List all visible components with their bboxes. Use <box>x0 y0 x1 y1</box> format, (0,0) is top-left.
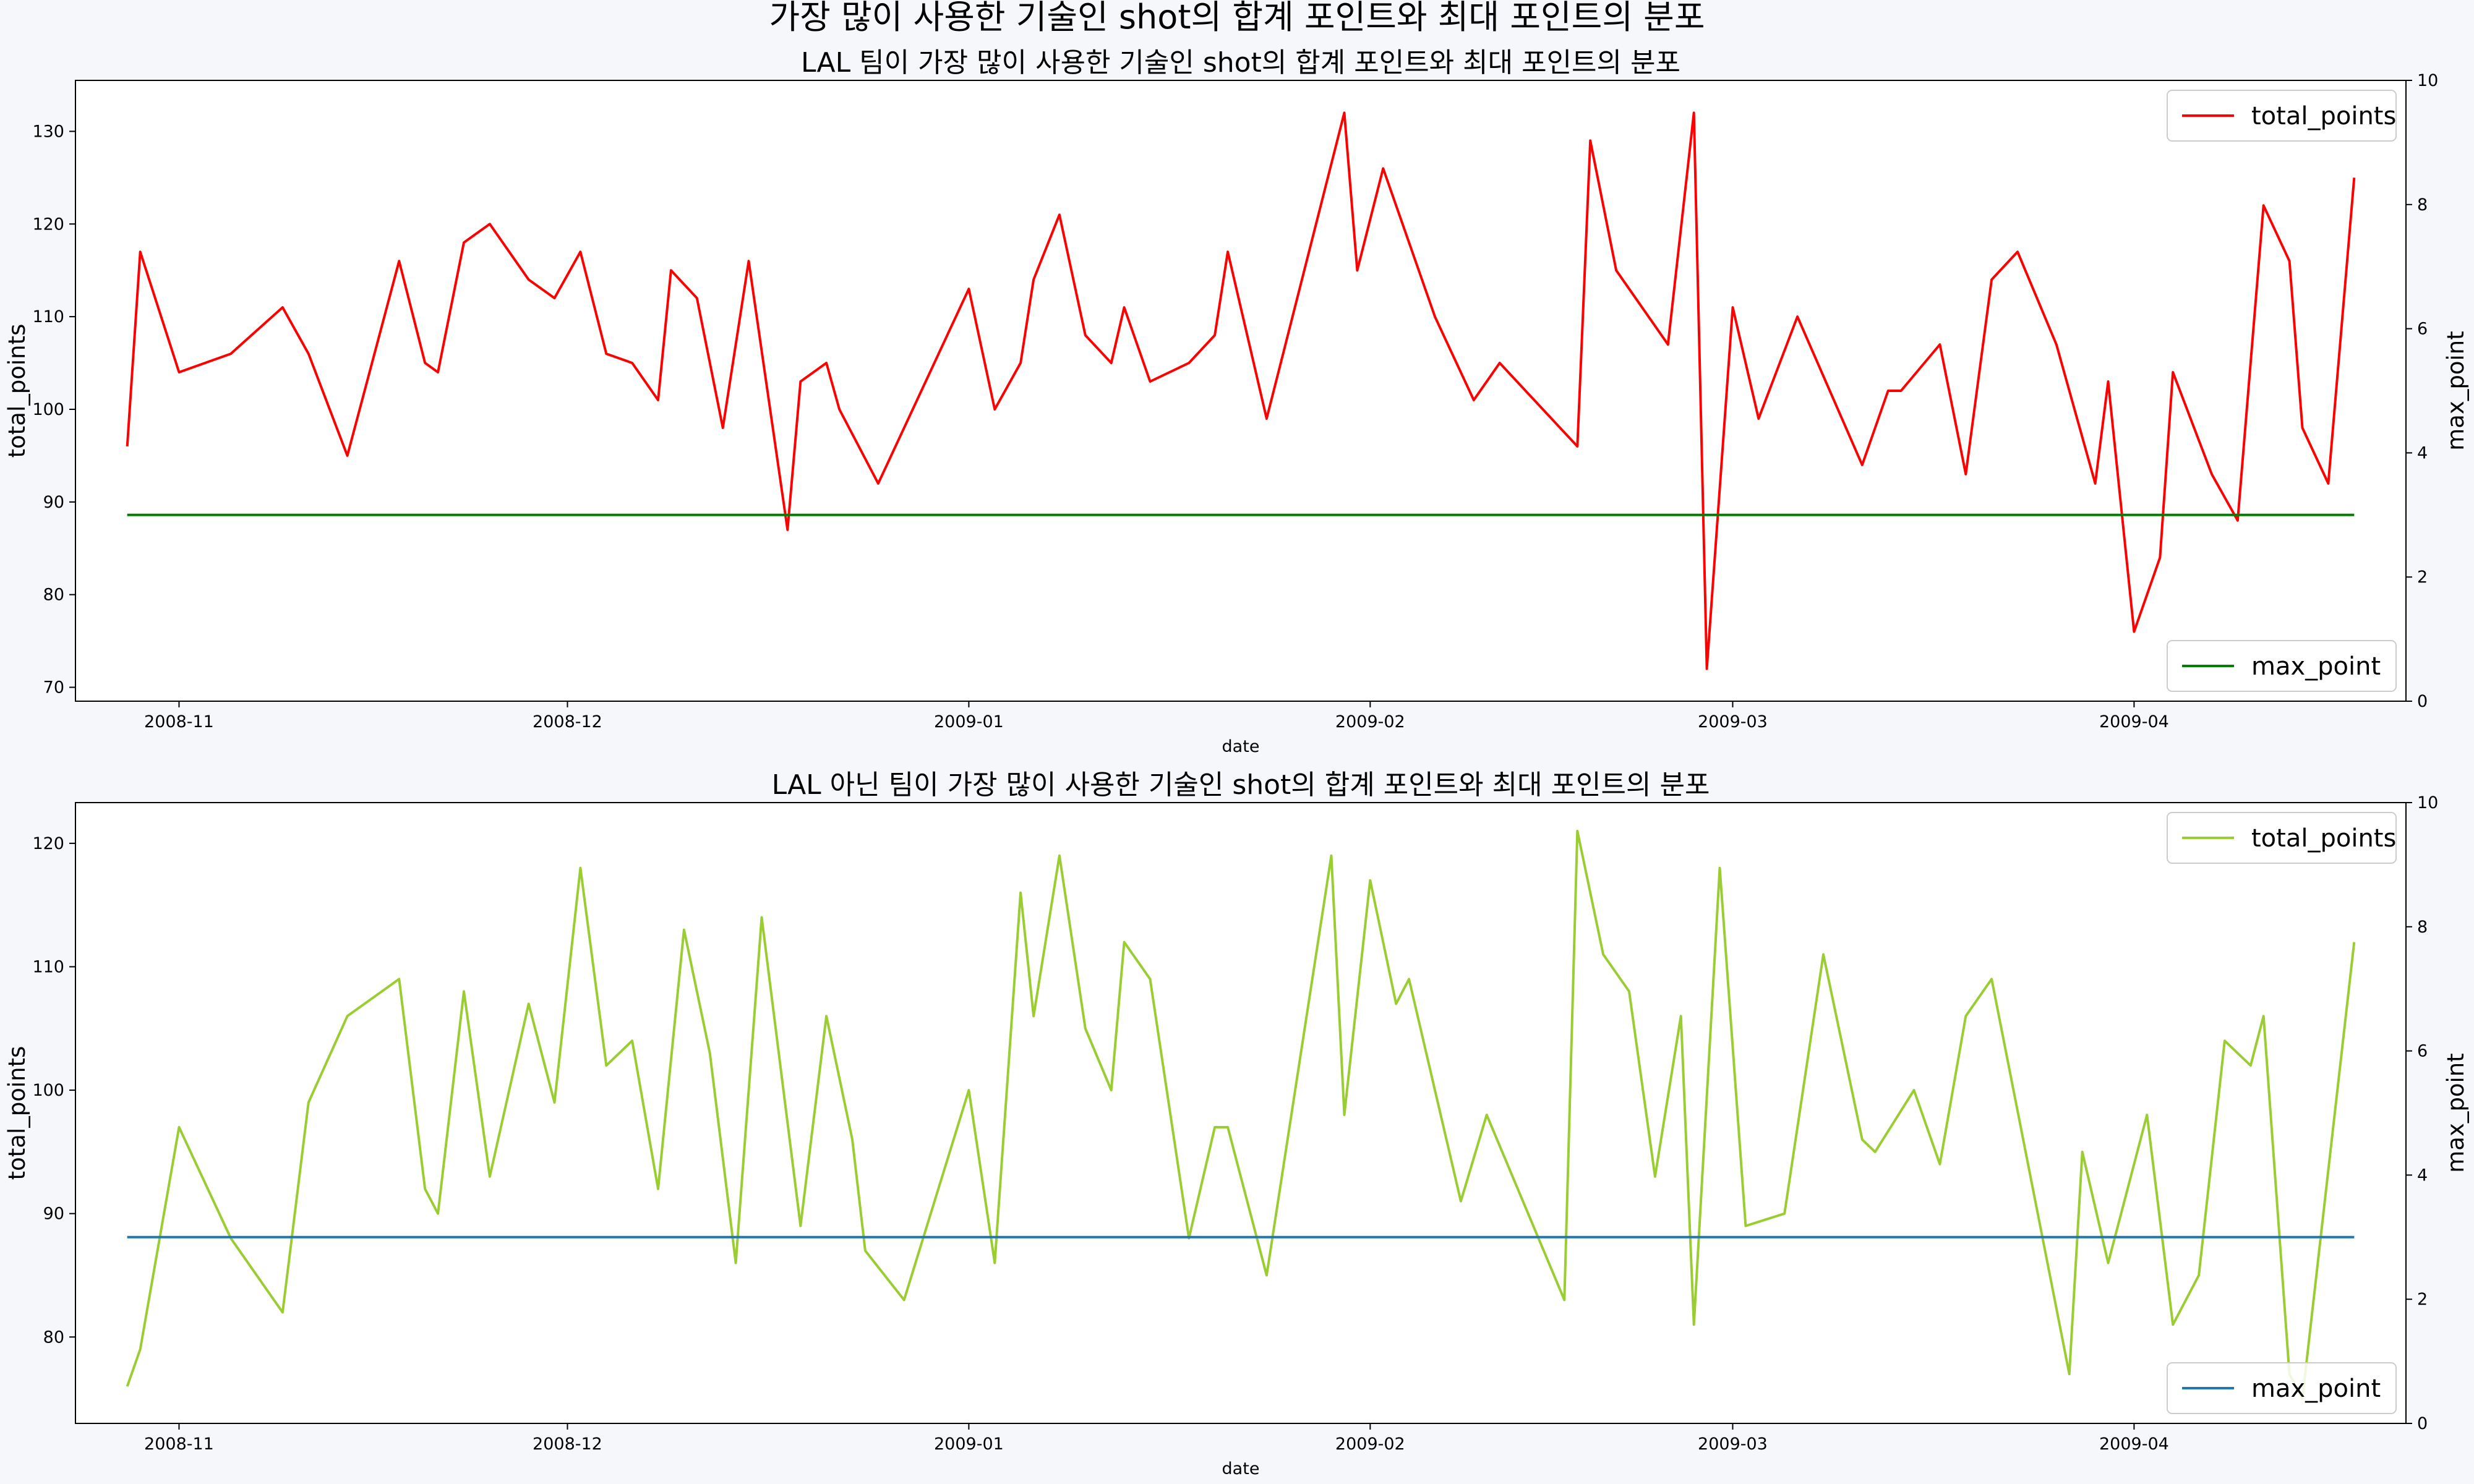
legend-box <box>2167 640 2397 692</box>
y-axis-label: total_points <box>4 1046 30 1180</box>
y-tick-label: 90 <box>43 1205 64 1224</box>
y-tick-label: 110 <box>32 307 64 326</box>
x-tick-label: 2009-03 <box>1698 1435 1768 1454</box>
y-right-tick-label: 10 <box>2417 793 2438 812</box>
y-right-tick-label: 8 <box>2417 195 2428 215</box>
y-right-tick-label: 4 <box>2417 443 2428 463</box>
x-tick-label: 2008-11 <box>144 712 214 731</box>
x-tick-label: 2009-01 <box>934 712 1004 731</box>
legend-box <box>2167 90 2397 142</box>
y-tick-label: 110 <box>32 957 64 976</box>
y-right-tick-label: 10 <box>2417 71 2438 90</box>
legend-max-point: max_point <box>2167 640 2397 692</box>
legend-max-point: max_point <box>2167 1362 2397 1414</box>
y-tick-label: 120 <box>32 215 64 234</box>
x-tick-label: 2008-11 <box>144 1435 214 1454</box>
y-right-tick-label: 0 <box>2417 692 2428 711</box>
x-tick-label: 2009-03 <box>1698 712 1768 731</box>
legend-label: max_point <box>2251 1375 2381 1403</box>
subplots: LAL 팀이 가장 많이 사용한 기술인 shot의 합계 포인트와 최대 포인… <box>4 47 2469 1478</box>
legend-label: total_points <box>2251 824 2396 853</box>
y-right-tick-label: 0 <box>2417 1414 2428 1433</box>
axes-frame <box>75 80 2407 702</box>
x-axis-label: date <box>1222 737 1260 756</box>
x-tick-label: 2009-04 <box>2099 1435 2169 1454</box>
y-right-tick-label: 6 <box>2417 320 2428 339</box>
y-tick-label: 130 <box>32 122 64 141</box>
y-right-tick-label: 2 <box>2417 1290 2428 1309</box>
x-axis-label: date <box>1222 1459 1260 1478</box>
y-tick-label: 90 <box>43 493 64 512</box>
y-tick-label: 80 <box>43 1328 64 1347</box>
legend-label: total_points <box>2251 102 2396 130</box>
y-right-tick-label: 8 <box>2417 918 2428 937</box>
legend-total-points: total_points <box>2167 812 2397 864</box>
y-right-axis-label: max_point <box>2442 331 2469 450</box>
plot-area <box>75 803 2406 1423</box>
x-tick-label: 2009-02 <box>1335 1435 1405 1454</box>
y-right-tick-label: 2 <box>2417 568 2428 587</box>
x-tick-label: 2008-12 <box>533 712 602 731</box>
subplot-1: LAL 팀이 가장 많이 사용한 기술인 shot의 합계 포인트와 최대 포인… <box>4 47 2469 756</box>
subplot-title: LAL 팀이 가장 많이 사용한 기술인 shot의 합계 포인트와 최대 포인… <box>801 47 1680 79</box>
x-tick-label: 2009-01 <box>934 1435 1004 1454</box>
y-tick-label: 80 <box>43 586 64 605</box>
y-right-axis-label: max_point <box>2442 1053 2469 1172</box>
axes-frame <box>75 802 2407 1424</box>
subplot-2: LAL 아닌 팀이 가장 많이 사용한 기술인 shot의 합계 포인트와 최대… <box>4 769 2469 1478</box>
legend-total-points: total_points <box>2167 90 2397 142</box>
x-tick-label: 2008-12 <box>533 1435 602 1454</box>
y-tick-label: 120 <box>32 834 64 853</box>
y-right-tick-label: 4 <box>2417 1166 2428 1185</box>
subplot-title: LAL 아닌 팀이 가장 많이 사용한 기술인 shot의 합계 포인트와 최대… <box>772 769 1710 801</box>
x-tick-label: 2009-04 <box>2099 712 2169 731</box>
legend-label: max_point <box>2251 652 2381 681</box>
figure-suptitle: 가장 많이 사용한 기술인 shot의 합계 포인트와 최대 포인트의 분포 <box>769 0 1705 36</box>
legend-box <box>2167 1362 2397 1414</box>
x-tick-label: 2009-02 <box>1335 712 1405 731</box>
plot-area <box>75 80 2406 701</box>
y-right-tick-label: 6 <box>2417 1042 2428 1061</box>
series-line-total-points <box>126 829 2356 1401</box>
legend-box <box>2167 812 2397 864</box>
y-tick-label: 70 <box>43 678 64 697</box>
y-axis-label: total_points <box>4 324 30 458</box>
y-tick-label: 100 <box>32 400 64 419</box>
series-line-total-points <box>126 111 2356 670</box>
y-tick-label: 100 <box>32 1081 64 1100</box>
